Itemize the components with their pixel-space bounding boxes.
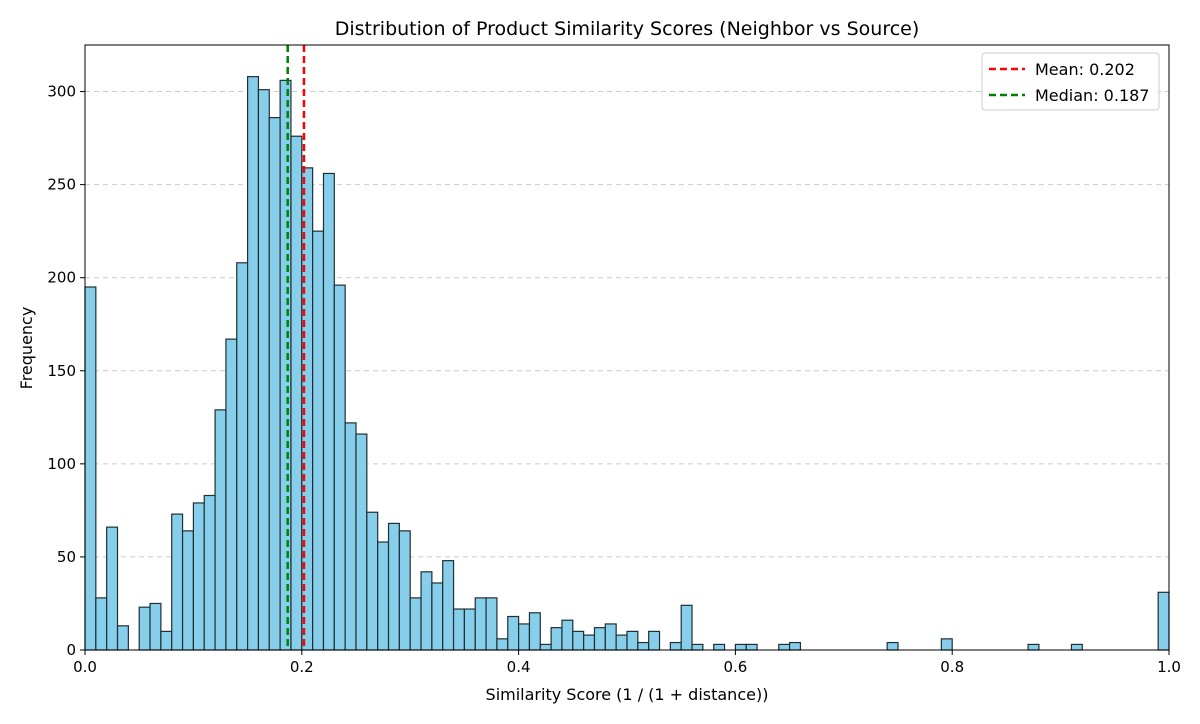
histogram-bar <box>507 615 520 651</box>
histogram-bar <box>528 612 541 651</box>
histogram-bar <box>1070 643 1083 651</box>
x-tick-label: 0.0 <box>73 658 97 676</box>
histogram-bar <box>409 597 422 651</box>
y-tick-label: 0 <box>66 641 76 659</box>
legend-median-label: Median: 0.187 <box>1035 86 1149 105</box>
histogram-bar <box>572 630 585 651</box>
histogram-bar <box>745 643 758 651</box>
histogram-bar <box>637 641 650 651</box>
histogram-bar <box>149 602 162 651</box>
histogram-bar <box>181 530 194 651</box>
histogram-bar <box>550 627 563 651</box>
x-tick-label: 0.6 <box>723 658 747 676</box>
histogram-bar <box>1027 643 1040 651</box>
histogram-bar <box>290 135 303 651</box>
histogram-bar <box>84 286 97 651</box>
histogram-bar <box>713 643 726 651</box>
histogram-bar <box>474 597 487 651</box>
histogram-bar <box>420 571 433 651</box>
y-tick-label: 150 <box>47 362 76 380</box>
y-tick-label: 250 <box>47 176 76 194</box>
x-tick-label: 0.2 <box>290 658 314 676</box>
histogram-bar <box>160 630 173 651</box>
histogram-bar <box>561 619 574 651</box>
y-tick-label: 100 <box>47 455 76 473</box>
histogram-bar <box>203 494 216 651</box>
plot-frame <box>84 44 1170 651</box>
histogram-bar <box>257 89 270 651</box>
histogram-bar <box>593 627 606 651</box>
histogram-bar <box>214 409 227 651</box>
histogram-bar <box>1157 591 1170 651</box>
histogram-bar <box>517 623 531 651</box>
histogram-bar <box>583 634 596 651</box>
histogram-bar <box>539 643 552 651</box>
histogram-bar <box>788 641 802 651</box>
histogram-bar <box>322 172 335 651</box>
histogram-bar <box>485 597 498 651</box>
x-axis-label: Similarity Score (1 / (1 + distance)) <box>486 685 769 704</box>
legend: Mean: 0.202 Median: 0.187 <box>981 52 1160 111</box>
histogram-bar <box>452 608 465 651</box>
x-tick-label: 0.4 <box>507 658 531 676</box>
histogram-bar <box>398 530 411 651</box>
histogram-bar <box>268 116 281 651</box>
histogram-bar <box>680 604 693 651</box>
histogram-bar <box>669 641 682 651</box>
y-axis-ticks: 0 50 100 150 200 250 300 <box>47 83 85 659</box>
histogram-bar <box>387 522 400 651</box>
histogram-bar <box>236 262 249 651</box>
histogram-bar <box>225 338 238 651</box>
histogram-bar <box>442 560 455 651</box>
histogram-bar <box>171 513 184 651</box>
histogram-bar <box>615 634 628 651</box>
x-tick-label: 0.8 <box>940 658 964 676</box>
x-axis-ticks: 0.0 0.2 0.4 0.6 0.8 1.0 <box>73 650 1181 676</box>
y-axis-label: Frequency <box>17 307 36 390</box>
x-tick-label: 1.0 <box>1157 658 1181 676</box>
histogram-bar <box>106 526 119 651</box>
histogram-bar <box>734 643 747 651</box>
histogram-bar <box>886 641 899 651</box>
histogram-bar <box>691 643 704 651</box>
histogram-bar <box>116 625 129 651</box>
reference-lines-layer <box>286 45 306 650</box>
bars-layer <box>84 76 1170 651</box>
y-tick-label: 200 <box>47 269 76 287</box>
histogram-bar <box>778 643 791 651</box>
histogram-bar <box>940 638 953 651</box>
histogram-bar <box>279 79 292 651</box>
legend-frame <box>981 52 1160 111</box>
histogram-bar <box>355 433 368 651</box>
y-tick-label: 300 <box>47 83 76 101</box>
histogram-bar <box>431 582 444 651</box>
histogram-bar <box>377 541 390 651</box>
histogram-bar <box>648 630 661 651</box>
histogram-bar <box>604 623 617 651</box>
chart-title: Distribution of Product Similarity Score… <box>335 18 920 40</box>
histogram-bar <box>366 511 379 651</box>
histogram-bar <box>247 76 260 651</box>
histogram-bar <box>312 230 325 651</box>
histogram-bar <box>626 630 639 651</box>
y-tick-label: 50 <box>57 548 76 566</box>
histogram-bar <box>344 422 357 651</box>
histogram-bar <box>138 606 151 651</box>
histogram-bar <box>463 608 476 651</box>
legend-mean-label: Mean: 0.202 <box>1035 60 1135 79</box>
histogram-bar <box>496 638 509 651</box>
histogram-bar <box>192 502 205 651</box>
histogram-bar <box>95 597 108 651</box>
histogram-bar <box>333 284 346 651</box>
